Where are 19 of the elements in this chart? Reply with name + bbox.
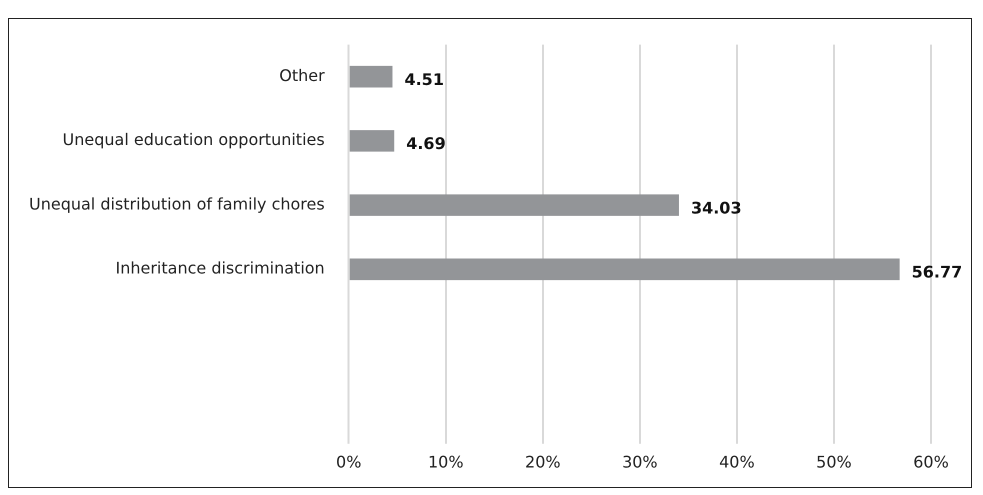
x-tick-label: 40% [719, 452, 755, 472]
data-label: 4.51 [404, 70, 444, 89]
x-tick-label: 10% [428, 452, 464, 472]
y-tick-label: Unequal distribution of family chores [29, 194, 325, 214]
data-label: 56.77 [912, 262, 962, 282]
x-tick-label: 30% [622, 452, 658, 472]
data-label: 34.03 [690, 198, 742, 218]
x-tick-label: 0% [336, 452, 362, 472]
bar [350, 258, 900, 280]
y-tick-label: Unequal education opportunities [62, 130, 325, 150]
x-tick-label: 50% [816, 452, 852, 472]
bar [350, 130, 394, 152]
x-tick-label: 20% [525, 452, 561, 472]
y-tick-label: Other [279, 66, 326, 85]
data-label: 4.69 [406, 134, 446, 154]
bar [350, 66, 392, 88]
bar [350, 194, 679, 216]
x-tick-label: 60% [913, 452, 949, 472]
y-tick-label: Inheritance discrimination [116, 258, 325, 278]
